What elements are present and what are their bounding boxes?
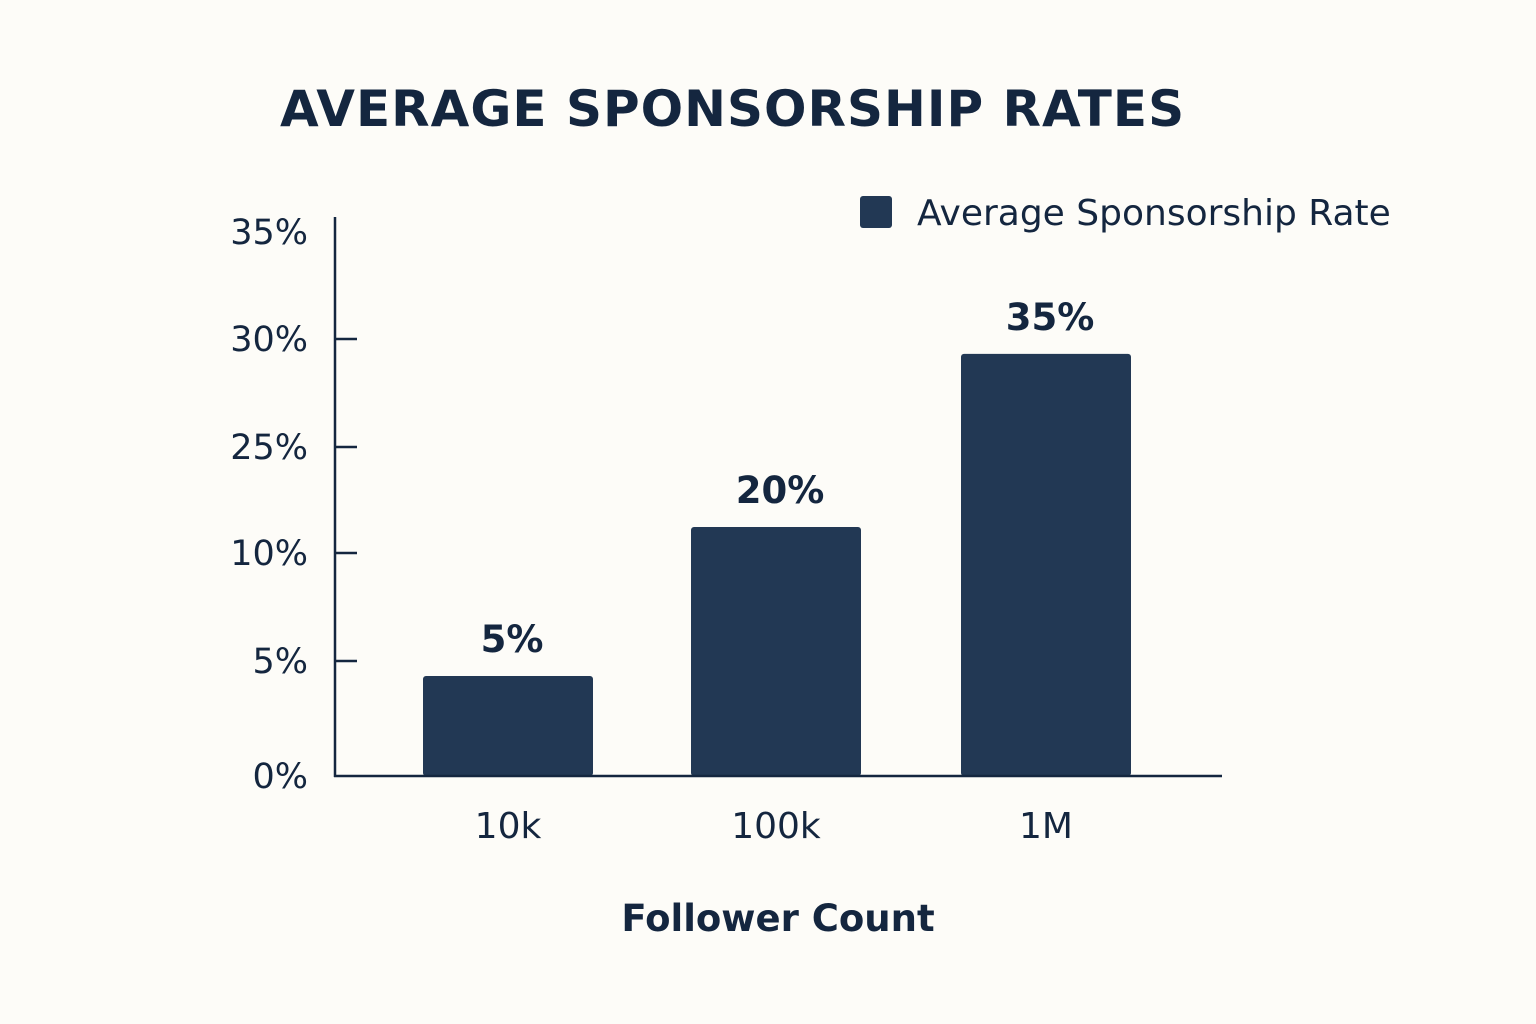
bar-value-label: 35%: [1006, 296, 1095, 339]
y-tick-label: 10%: [230, 534, 308, 574]
chart-title: AVERAGE SPONSORSHIP RATES: [280, 80, 1185, 138]
x-tick-label: 100k: [731, 806, 821, 847]
bar-1M: [961, 353, 1131, 776]
x-tick-label: 10k: [475, 806, 542, 847]
legend-swatch: [860, 196, 892, 228]
bars: 5% 10k 20% 100k 35% 1M: [423, 296, 1131, 847]
y-tick-label: 5%: [252, 642, 308, 682]
legend-label: Average Sponsorship Rate: [917, 193, 1391, 234]
bar-value-label: 5%: [481, 618, 544, 661]
y-tick-label: 35%: [230, 213, 308, 253]
y-tick-label: 25%: [230, 428, 308, 468]
y-tick-label: 0%: [252, 757, 308, 797]
x-axis-label: Follower Count: [621, 897, 934, 940]
bar-value-label: 20%: [736, 469, 825, 512]
bar-100k: [691, 527, 861, 776]
x-tick-label: 1M: [1019, 806, 1073, 847]
y-axis-ticks: 0% 5% 10% 25% 30% 35%: [230, 213, 357, 797]
y-tick-label: 30%: [230, 320, 308, 360]
bar-10k: [423, 676, 593, 776]
